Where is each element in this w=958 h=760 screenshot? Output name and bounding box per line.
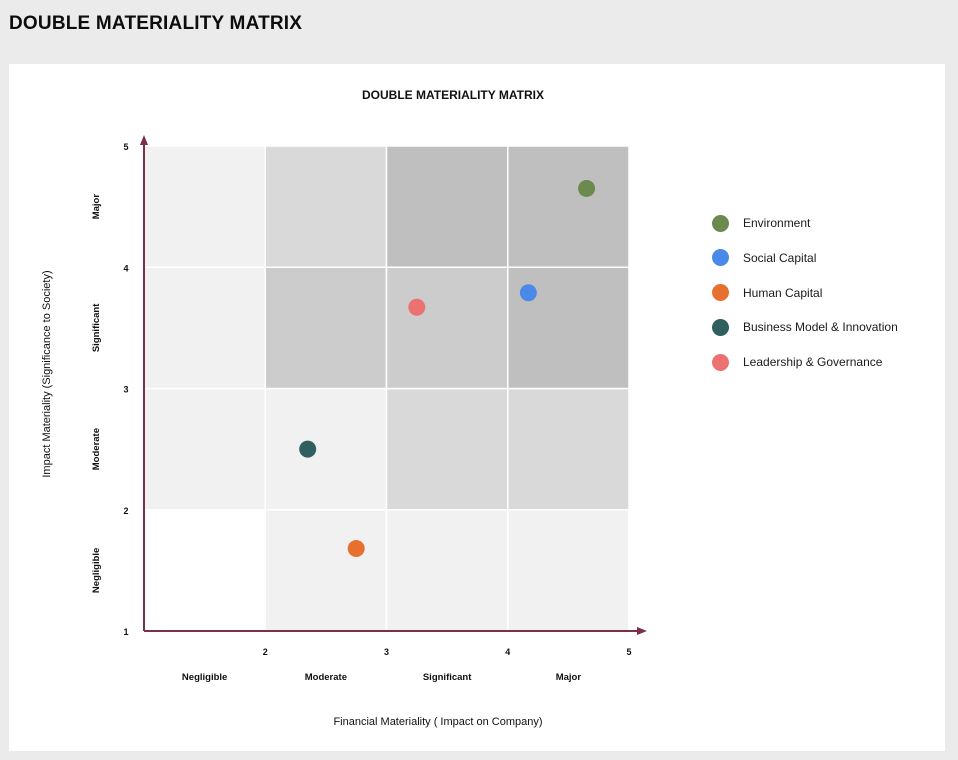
- data-point: [578, 179, 596, 197]
- y-category-label: Negligible: [91, 548, 102, 593]
- legend-marker: [712, 249, 729, 267]
- legend-item: Business Model & Innovation: [712, 316, 898, 338]
- data-point: [299, 440, 317, 458]
- x-axis-label: Financial Materiality ( Impact on Compan…: [333, 716, 542, 728]
- legend: Environment Social Capital Human Capital Bu…: [712, 212, 898, 386]
- legend-marker: [712, 318, 729, 336]
- tick-labels: 1 2 3 4 5 2 3 4 5: [123, 142, 631, 657]
- materiality-chart: DOUBLE MATERIALITY MATRIX 1 2 3 4 5 2 3 4 5 Negl…: [41, 88, 647, 728]
- heatmap-cell: [264, 509, 388, 632]
- page-title: DOUBLE MATERIALITY MATRIX: [9, 13, 303, 34]
- heatmap-cell: [143, 387, 266, 511]
- heatmap-cell: [507, 387, 630, 511]
- y-tick-label: 4: [123, 263, 128, 273]
- y-tick-label: 5: [123, 142, 128, 152]
- data-point: [347, 540, 365, 558]
- heatmap-cell: [143, 145, 266, 268]
- chart-card: DOUBLE MATERIALITY MATRIX 1 2 3 4 5 2 3 4 5 Negl…: [9, 64, 945, 751]
- legend-marker: [712, 214, 729, 232]
- data-point: [519, 284, 537, 302]
- chart-title: DOUBLE MATERIALITY MATRIX: [362, 88, 544, 102]
- x-axis-arrow: [637, 627, 647, 635]
- x-tick-label: 4: [505, 647, 510, 657]
- x-category-label: Negligible: [182, 672, 227, 683]
- y-category-label: Significant: [91, 303, 102, 352]
- y-category-label: Moderate: [91, 428, 102, 470]
- y-category-label: Major: [91, 194, 102, 220]
- heatmap-cell: [385, 266, 509, 390]
- category-labels: Negligible Moderate Significant Major Neglig…: [91, 194, 581, 683]
- x-tick-label: 5: [626, 647, 631, 657]
- legend-label: Leadership & Governance: [743, 355, 883, 370]
- heatmap-cell: [143, 509, 266, 632]
- heatmap-cell: [264, 387, 388, 511]
- heatmap-cell: [507, 145, 630, 268]
- legend-label: Environment: [743, 216, 811, 230]
- y-tick-label: 1: [123, 627, 128, 637]
- legend-label: Social Capital: [743, 250, 817, 265]
- x-category-label: Significant: [423, 672, 472, 683]
- heatmap-cell: [264, 266, 388, 390]
- x-category-label: Major: [556, 672, 582, 683]
- heatmap-cell: [385, 145, 509, 268]
- heatmap-cell: [143, 266, 266, 390]
- y-axis-label: Impact Materiality (Significance to Soci…: [41, 270, 53, 477]
- heatmap-cell: [264, 145, 388, 268]
- legend-item: Social Capital: [712, 247, 898, 269]
- y-axis-arrow: [140, 135, 148, 145]
- heatmap-cell: [385, 387, 509, 511]
- heatmap-cell: [507, 509, 630, 632]
- legend-label: Human Capital: [743, 285, 823, 300]
- x-category-label: Moderate: [305, 672, 347, 683]
- legend-label: Business Model & Innovation: [743, 320, 898, 335]
- y-tick-label: 3: [123, 385, 128, 395]
- heatmap-cells: [143, 145, 630, 632]
- legend-marker: [712, 284, 729, 302]
- x-tick-label: 3: [384, 647, 389, 657]
- legend-item: Human Capital: [712, 282, 898, 304]
- legend-marker: [712, 353, 729, 371]
- data-points: [299, 179, 596, 558]
- axes: [140, 135, 647, 635]
- y-tick-label: 2: [123, 506, 128, 516]
- legend-item: Environment: [712, 212, 898, 234]
- x-tick-label: 2: [263, 647, 268, 657]
- heatmap-cell: [385, 509, 509, 632]
- data-point: [408, 298, 426, 316]
- legend-item: Leadership & Governance: [712, 351, 898, 373]
